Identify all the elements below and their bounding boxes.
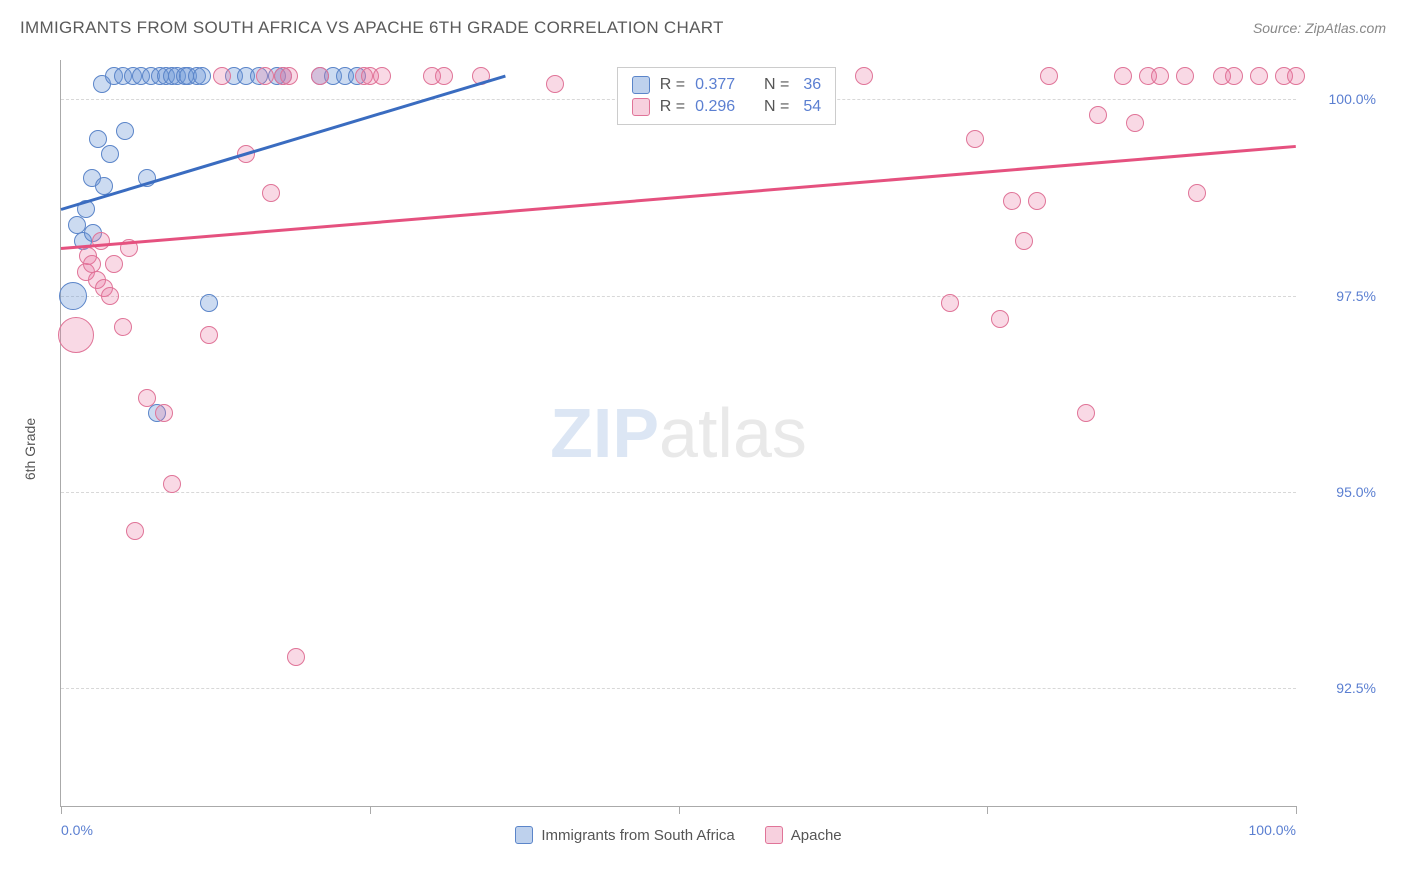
legend-swatch-icon <box>765 826 783 844</box>
scatter-point-apache <box>941 294 959 312</box>
source-label: Source: ZipAtlas.com <box>1253 20 1386 36</box>
scatter-point-apache <box>966 130 984 148</box>
y-tick-label: 92.5% <box>1306 680 1376 696</box>
series-legend-item: Immigrants from South Africa <box>515 826 734 844</box>
legend-swatch-icon <box>632 98 650 116</box>
chart-title: IMMIGRANTS FROM SOUTH AFRICA VS APACHE 6… <box>20 18 724 38</box>
scatter-point-apache <box>1151 67 1169 85</box>
x-tick <box>679 806 680 814</box>
scatter-point-apache <box>200 326 218 344</box>
stat-n-label: N = <box>764 76 789 94</box>
stats-legend-row: R = 0.377 N = 36 <box>632 74 821 96</box>
scatter-point-apache <box>546 75 564 93</box>
stat-r-value: 0.296 <box>695 98 735 116</box>
gridline-h <box>61 296 1296 297</box>
watermark-light: atlas <box>659 394 807 472</box>
scatter-point-apache <box>101 287 119 305</box>
stats-legend: R = 0.377 N = 36 R = 0.296 N = 54 <box>617 67 836 125</box>
scatter-point-apache <box>155 404 173 422</box>
scatter-point-apache <box>58 317 94 353</box>
scatter-point-apache <box>1176 67 1194 85</box>
scatter-point-apache <box>280 67 298 85</box>
scatter-point-apache <box>1003 192 1021 210</box>
series-legend: Immigrants from South Africa Apache <box>61 826 1296 844</box>
scatter-point-sa <box>89 130 107 148</box>
y-tick-label: 97.5% <box>1306 288 1376 304</box>
legend-swatch-icon <box>632 76 650 94</box>
scatter-point-apache <box>105 255 123 273</box>
x-tick <box>370 806 371 814</box>
scatter-point-apache <box>1287 67 1305 85</box>
watermark-text: ZIPatlas <box>550 393 807 473</box>
scatter-point-apache <box>1077 404 1095 422</box>
trend-line-sa <box>61 74 506 210</box>
scatter-point-sa <box>101 145 119 163</box>
series-legend-label: Immigrants from South Africa <box>541 827 734 844</box>
x-tick <box>61 806 62 814</box>
series-legend-label: Apache <box>791 827 842 844</box>
scatter-point-sa <box>116 122 134 140</box>
scatter-point-apache <box>262 184 280 202</box>
scatter-point-sa <box>59 282 87 310</box>
stats-legend-row: R = 0.296 N = 54 <box>632 96 821 118</box>
scatter-point-apache <box>287 648 305 666</box>
scatter-point-apache <box>1188 184 1206 202</box>
scatter-point-apache <box>163 475 181 493</box>
scatter-point-apache <box>991 310 1009 328</box>
scatter-point-apache <box>1028 192 1046 210</box>
scatter-point-apache <box>1114 67 1132 85</box>
chart-wrap: 6th Grade ZIPatlas 92.5%95.0%97.5%100.0%… <box>40 50 1386 847</box>
gridline-h <box>61 492 1296 493</box>
stat-r-label: R = <box>660 98 685 116</box>
x-tick <box>987 806 988 814</box>
scatter-point-apache <box>1089 106 1107 124</box>
scatter-point-apache <box>1126 114 1144 132</box>
scatter-point-apache <box>114 318 132 336</box>
stat-n-label: N = <box>764 98 789 116</box>
scatter-point-apache <box>138 389 156 407</box>
stat-r-value: 0.377 <box>695 76 735 94</box>
scatter-point-apache <box>311 67 329 85</box>
scatter-point-apache <box>373 67 391 85</box>
scatter-point-apache <box>1225 67 1243 85</box>
y-tick-label: 95.0% <box>1306 484 1376 500</box>
watermark-bold: ZIP <box>550 394 659 472</box>
scatter-point-apache <box>256 67 274 85</box>
stat-n-value: 36 <box>803 76 821 94</box>
scatter-point-apache <box>126 522 144 540</box>
scatter-point-apache <box>1250 67 1268 85</box>
gridline-h <box>61 688 1296 689</box>
y-tick-label: 100.0% <box>1306 91 1376 107</box>
scatter-point-sa <box>193 67 211 85</box>
scatter-point-sa <box>200 294 218 312</box>
x-tick <box>1296 806 1297 814</box>
scatter-point-apache <box>1015 232 1033 250</box>
scatter-point-apache <box>213 67 231 85</box>
chart-header: IMMIGRANTS FROM SOUTH AFRICA VS APACHE 6… <box>20 18 1386 38</box>
stat-r-label: R = <box>660 76 685 94</box>
series-legend-item: Apache <box>765 826 842 844</box>
scatter-plot: ZIPatlas 92.5%95.0%97.5%100.0%0.0%100.0%… <box>60 60 1296 807</box>
scatter-point-apache <box>855 67 873 85</box>
scatter-point-apache <box>1040 67 1058 85</box>
y-axis-label: 6th Grade <box>22 417 38 479</box>
legend-swatch-icon <box>515 826 533 844</box>
scatter-point-apache <box>435 67 453 85</box>
stat-n-value: 54 <box>803 98 821 116</box>
